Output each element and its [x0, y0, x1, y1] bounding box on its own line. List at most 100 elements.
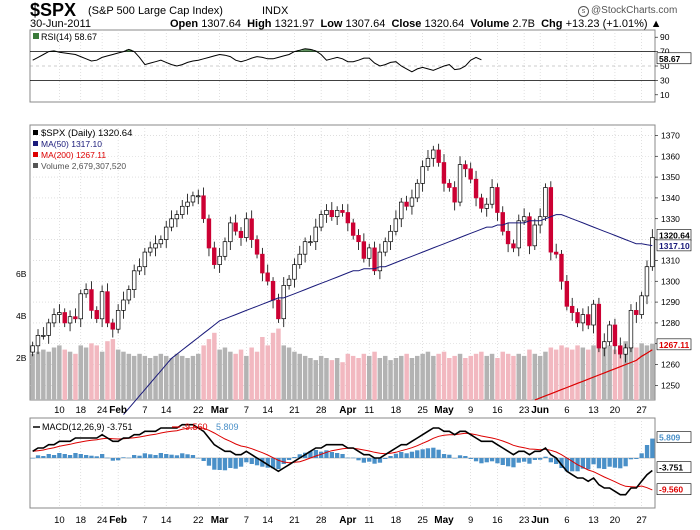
macd-histogram-bar	[420, 449, 425, 458]
macd-x-label: 18	[391, 515, 402, 526]
macd-histogram-bar	[116, 458, 121, 461]
macd-histogram-bar	[254, 458, 260, 466]
candle-body	[473, 178, 479, 199]
candle-body	[329, 210, 334, 218]
price-legend-ma50: MA(50) 1317.10	[41, 139, 102, 149]
macd-histogram-bar	[249, 458, 254, 464]
macd-x-label: 13	[588, 515, 599, 526]
macd-value-tag-box	[656, 461, 692, 473]
volume-bar	[618, 347, 623, 400]
macd-x-label: Feb	[109, 515, 127, 526]
volume-bar	[393, 358, 399, 400]
candle-body	[548, 187, 554, 253]
price-x-label: 20	[610, 405, 621, 416]
macd-histogram-bar	[217, 458, 222, 470]
volume-bar	[164, 355, 169, 400]
macd-histogram-bar	[169, 454, 174, 458]
candle-body	[393, 218, 399, 232]
candle-body	[244, 218, 249, 238]
candle-body	[345, 212, 351, 224]
macd-histogram-bar	[548, 458, 553, 463]
volume-bar	[302, 355, 308, 400]
macd-histogram-bar	[126, 457, 131, 459]
macd-histogram-bar	[468, 458, 473, 459]
rsi-legend: RSI(14) 58.67	[41, 32, 97, 42]
price-tick-label: 1300	[661, 276, 680, 286]
price-x-label: 22	[193, 405, 204, 416]
volume-bar	[489, 353, 495, 400]
price-x-label: 27	[636, 405, 647, 416]
volume-bar	[521, 355, 527, 400]
volume-bar	[62, 349, 67, 400]
volume-bar	[537, 355, 543, 400]
candle-body	[350, 222, 356, 236]
candle-body	[612, 324, 618, 347]
ma200-price-tag: 1267.11	[659, 340, 690, 350]
candle-body	[644, 266, 650, 297]
volume-bar	[628, 345, 634, 400]
volume-bar	[73, 353, 78, 400]
candle-body	[57, 312, 62, 315]
candle-body	[276, 299, 281, 320]
volume-bar	[308, 358, 313, 400]
volume-bar	[254, 351, 260, 400]
candle-body	[131, 270, 137, 290]
candle-body	[607, 324, 612, 343]
macd-histogram-bar	[431, 447, 436, 458]
high-label: High	[247, 18, 272, 30]
macd-histogram-bar	[441, 454, 447, 458]
candle-body	[297, 253, 302, 265]
candle-body	[78, 293, 83, 320]
macd-histogram-bar	[404, 453, 409, 458]
volume-bar	[543, 351, 548, 400]
volume-bar	[596, 343, 602, 400]
candle-body	[137, 266, 142, 272]
macd-histogram-bar	[206, 458, 212, 466]
macd-histogram-bar	[377, 458, 383, 463]
candle-body	[212, 247, 217, 265]
price-legend-ma200: MA(200) 1267.11	[41, 150, 106, 160]
candle-body	[532, 224, 537, 247]
candle-body	[201, 195, 206, 220]
close-label: Close	[391, 18, 422, 30]
macd-histogram-bar	[634, 458, 639, 459]
candle-body	[30, 345, 35, 353]
candle-body	[366, 247, 372, 259]
volume-bar	[340, 362, 345, 400]
volume-bar	[548, 347, 554, 400]
price-x-label: 18	[391, 405, 402, 416]
candle-body	[115, 310, 121, 330]
macd-histogram-bar	[457, 455, 463, 458]
candle-body	[190, 195, 196, 203]
macd-histogram-bar	[41, 456, 46, 458]
volume-bar	[57, 345, 62, 400]
volume-bar	[505, 353, 511, 400]
macd-line	[32, 423, 653, 496]
macd-histogram-bar	[244, 458, 249, 463]
macd-histogram-bar	[639, 453, 644, 458]
macd-histogram-bar	[623, 458, 628, 467]
macd-histogram-bar	[356, 458, 361, 461]
candle-body	[126, 289, 132, 301]
macd-histogram-bar	[67, 455, 73, 458]
candle-body	[511, 243, 516, 249]
macd-histogram-bar	[580, 458, 585, 469]
macd-histogram-bar	[543, 456, 548, 458]
open-value: 1307.64	[201, 18, 241, 30]
macd-histogram-bar	[30, 458, 35, 459]
volume-bar	[244, 355, 249, 400]
candle-body	[404, 201, 409, 207]
macd-histogram-bar	[148, 454, 153, 458]
ma200-line	[534, 349, 653, 401]
volume-bar	[286, 347, 292, 400]
candle-body	[41, 335, 46, 337]
price-x-label: 18	[75, 405, 86, 416]
candle-body	[324, 210, 329, 215]
volume-bar	[89, 343, 94, 400]
macd-histogram-bar	[212, 458, 217, 470]
volume-bar	[51, 347, 57, 400]
candle-body	[543, 187, 548, 218]
high-value: 1321.97	[274, 18, 315, 30]
volume-bar	[431, 355, 436, 400]
macd-histogram-bar	[57, 453, 62, 458]
